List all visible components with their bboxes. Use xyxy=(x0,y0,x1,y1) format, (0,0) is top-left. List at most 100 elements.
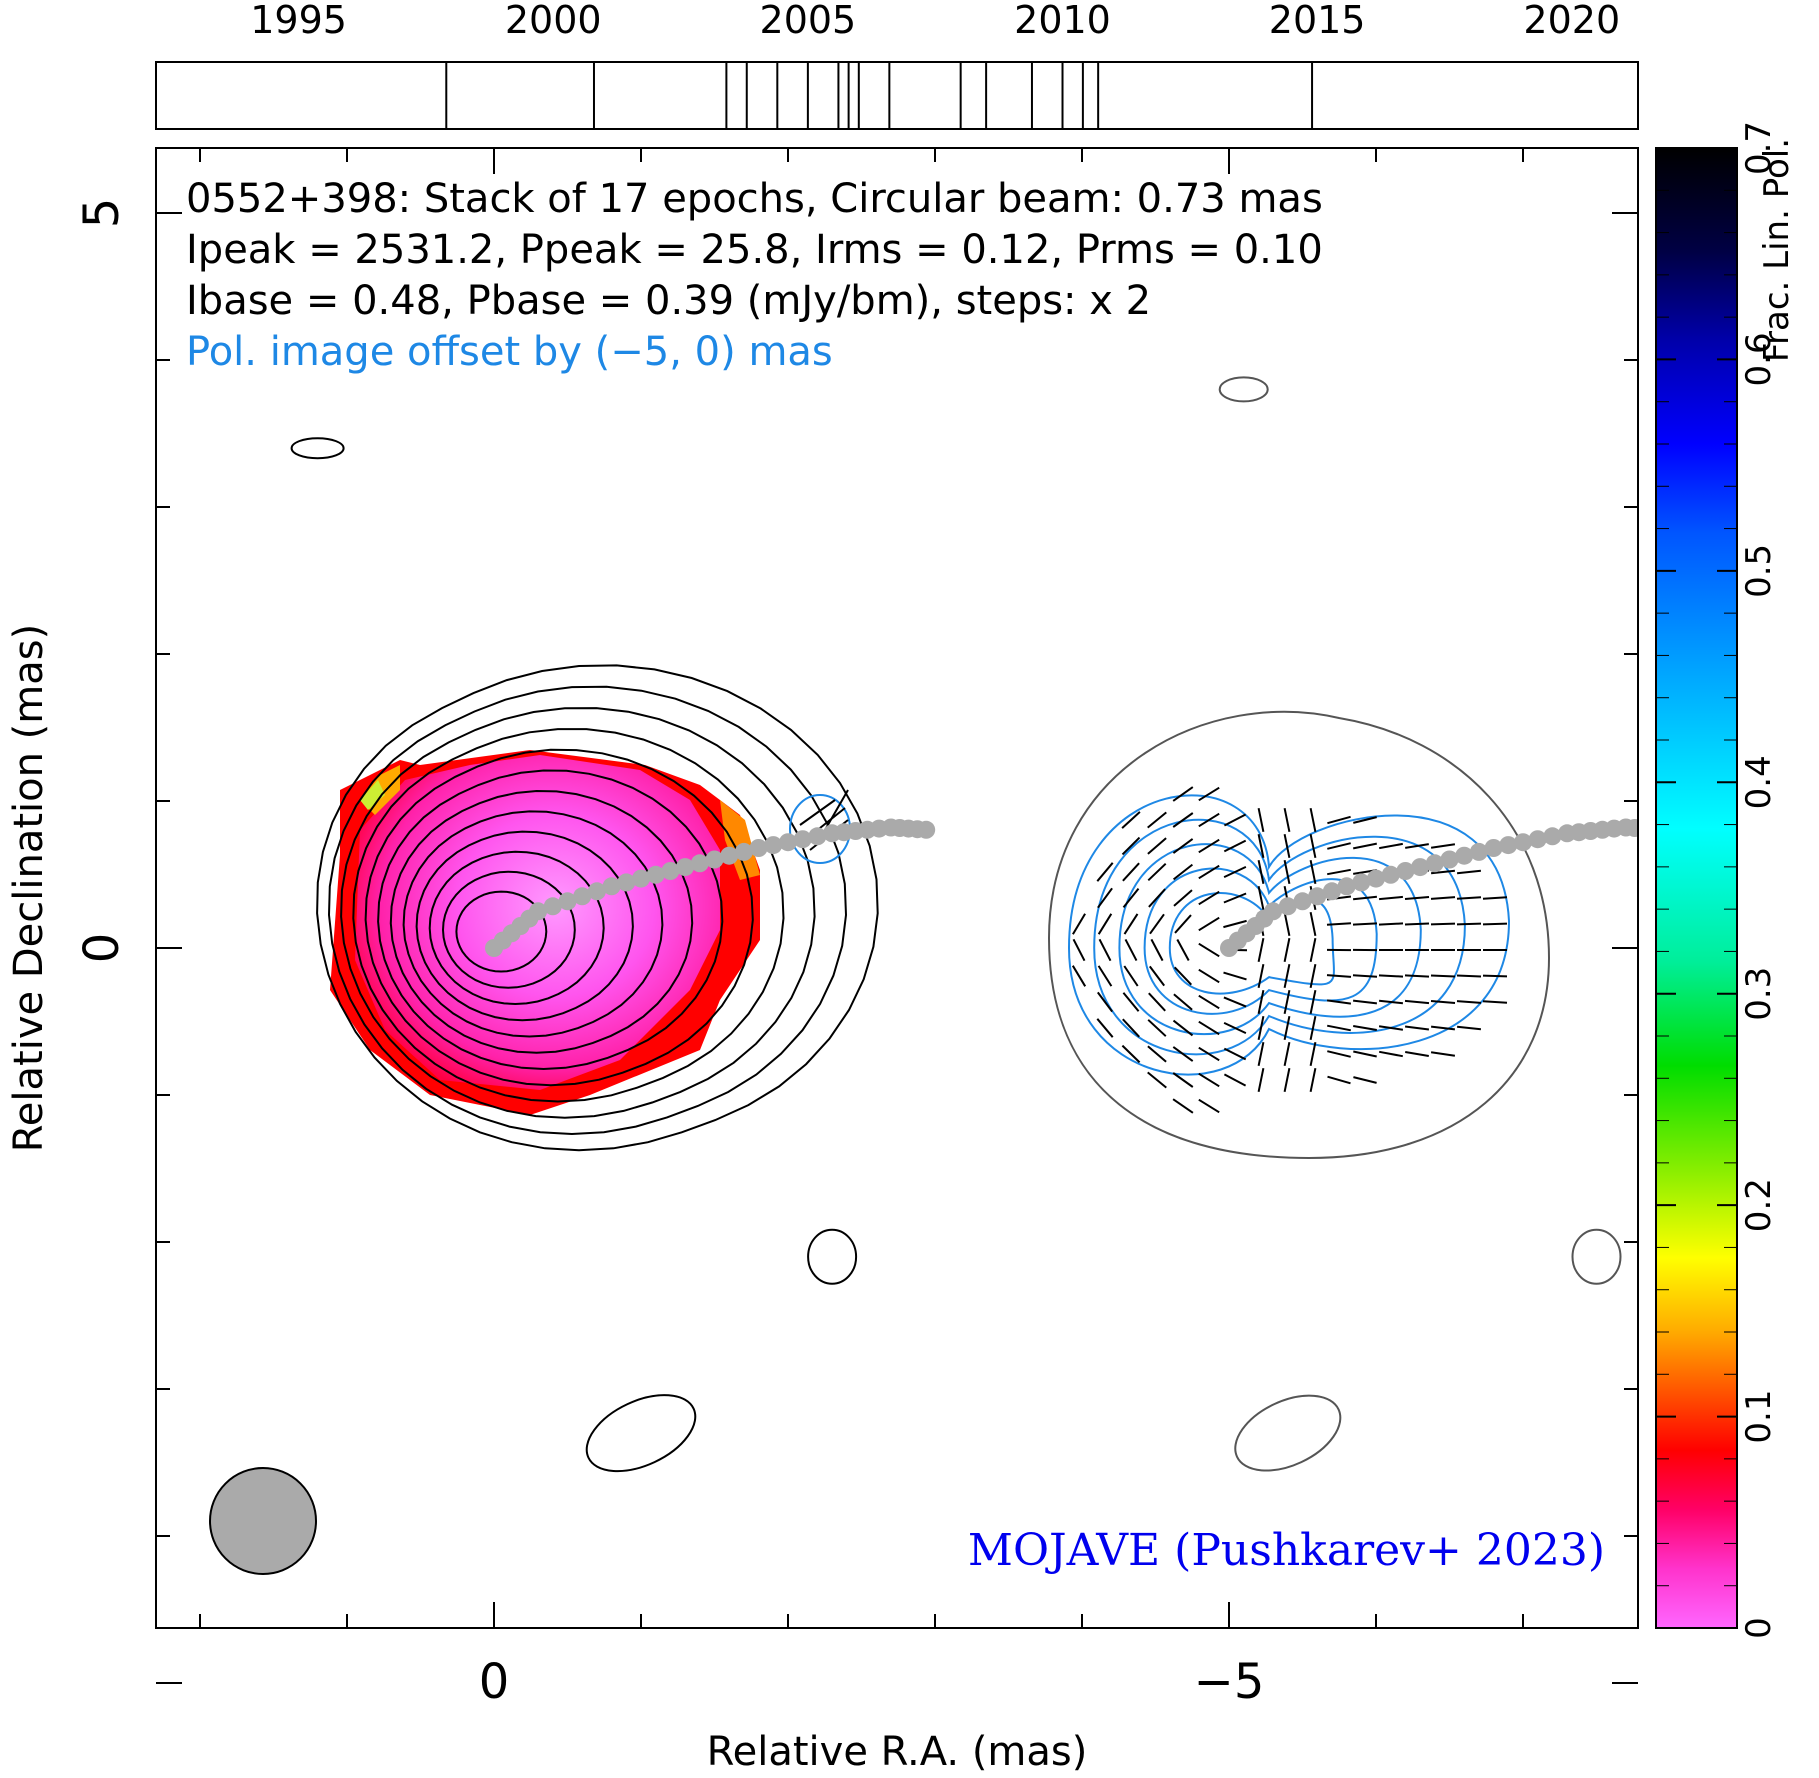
intensity-contour xyxy=(415,830,634,1022)
evpa-tick xyxy=(1326,974,1352,978)
x-tick-label: −5 xyxy=(1194,1654,1265,1710)
y-tick-label: 0 xyxy=(74,933,130,964)
evpa-tick xyxy=(1283,964,1291,988)
evpa-tick xyxy=(1456,896,1482,900)
evpa-tick xyxy=(1327,1050,1351,1058)
ridge-point xyxy=(1469,842,1488,861)
ridge-point xyxy=(1337,877,1356,896)
ridge-point xyxy=(1381,865,1400,884)
evpa-tick xyxy=(1198,942,1220,958)
ridge-point xyxy=(1411,858,1430,877)
ridge-point xyxy=(617,873,636,892)
ridge-point xyxy=(734,842,753,861)
timeline-tick-label: 2005 xyxy=(760,0,857,42)
evpa-tick xyxy=(1283,1016,1291,1040)
evpa-tick xyxy=(1353,1025,1377,1031)
evpa-tick xyxy=(1198,968,1220,984)
evpa-tick xyxy=(1257,964,1265,988)
evpa-tick xyxy=(1198,812,1220,828)
evpa-tick xyxy=(1283,1068,1291,1092)
evpa-tick xyxy=(1404,1025,1430,1031)
timeline-tick-label: 2020 xyxy=(1523,0,1620,42)
evpa-tick xyxy=(1309,912,1317,936)
ridge-point xyxy=(1528,830,1547,849)
evpa-tick xyxy=(1223,971,1247,981)
pol-offset-note: Pol. image offset by (−5, 0) mas xyxy=(186,329,833,375)
evpa-tick xyxy=(1352,895,1378,901)
intensity-contour xyxy=(377,769,724,1071)
evpa-tick xyxy=(1405,843,1429,849)
evpa-tick xyxy=(1147,1045,1167,1063)
colorbar-tick-label: 0 xyxy=(1739,1617,1779,1639)
evpa-tick xyxy=(1223,1021,1247,1035)
evpa-tick xyxy=(1223,813,1247,827)
ridge-point xyxy=(1455,846,1474,865)
colorbar-tick-label: 0.6 xyxy=(1739,332,1779,386)
evpa-tick xyxy=(1309,860,1317,884)
timeline-tick-label: 1995 xyxy=(250,0,347,42)
ridge-point xyxy=(676,858,695,877)
ridge-point xyxy=(602,877,621,896)
evpa-tick xyxy=(1096,862,1114,882)
ridge-point xyxy=(764,836,783,855)
noise-contour xyxy=(1571,1228,1622,1285)
ridge-point xyxy=(1367,869,1385,888)
evpa-tick xyxy=(1309,834,1317,858)
evpa-tick xyxy=(1309,938,1317,962)
noise-contour xyxy=(1234,1394,1342,1472)
noise-contour xyxy=(585,1394,697,1473)
evpa-tick xyxy=(1283,912,1291,936)
colorbar-tick-label: 0.4 xyxy=(1739,755,1779,809)
pol-pink-core xyxy=(355,755,720,1090)
noise-contour xyxy=(1218,376,1269,403)
evpa-tick xyxy=(1223,996,1247,1008)
evpa-tick xyxy=(1430,843,1456,849)
epoch-timeline: 1995 2000 2005 2010 2015 2020 xyxy=(155,0,1639,130)
evpa-tick xyxy=(1198,890,1220,906)
ridge-point xyxy=(720,846,739,865)
evpa-tick xyxy=(1198,1046,1220,1062)
ridge-point xyxy=(1308,887,1327,906)
evpa-tick xyxy=(1283,860,1291,884)
evpa-tick xyxy=(1198,864,1220,880)
ridge-point xyxy=(1543,827,1562,846)
evpa-tick xyxy=(1404,974,1430,978)
evpa-tick xyxy=(1147,1019,1167,1037)
evpa-tick xyxy=(1172,838,1194,854)
evpa-tick xyxy=(1327,842,1351,850)
evpa-tick xyxy=(1309,808,1317,832)
evpa-tick xyxy=(1173,889,1193,907)
evpa-tick xyxy=(1173,993,1193,1011)
evpa-tick xyxy=(1353,842,1377,850)
evpa-tick xyxy=(1309,964,1317,988)
evpa-tick xyxy=(1404,999,1430,1005)
evpa-tick xyxy=(1172,786,1194,802)
ridge-point xyxy=(661,862,680,880)
evpa-tick xyxy=(1097,913,1113,935)
ridge-point xyxy=(1625,819,1638,837)
x-axis-label: Relative R.A. (mas) xyxy=(707,1729,1088,1775)
evpa-tick xyxy=(1198,786,1220,802)
evpa-tick xyxy=(1379,895,1403,901)
ridge-point xyxy=(529,902,548,921)
evpa-tick xyxy=(1148,888,1166,908)
colorbar-scale xyxy=(1655,147,1738,1629)
colorbar-tick-label: 0.1 xyxy=(1739,1390,1779,1444)
evpa-tick xyxy=(1456,974,1482,978)
noise-contour xyxy=(807,1228,858,1285)
evpa-tick xyxy=(1430,1025,1456,1031)
evpa-tick xyxy=(1430,922,1456,926)
colorbar-tick-label: 0.7 xyxy=(1739,121,1779,175)
evpa-tick xyxy=(1257,886,1265,910)
evpa-tick xyxy=(1353,816,1377,824)
axis-ticks xyxy=(156,148,1638,1684)
ridge-point xyxy=(705,850,724,869)
evpa-tick xyxy=(1121,836,1141,856)
evpa-tick xyxy=(1257,1068,1265,1092)
pol-yellow-edge xyxy=(360,780,385,810)
evpa-tick xyxy=(1327,1024,1351,1032)
evpa-tick xyxy=(799,799,836,826)
evpa-tick xyxy=(1198,994,1220,1010)
evpa-tick xyxy=(1404,896,1430,900)
ridge-point xyxy=(646,865,665,884)
